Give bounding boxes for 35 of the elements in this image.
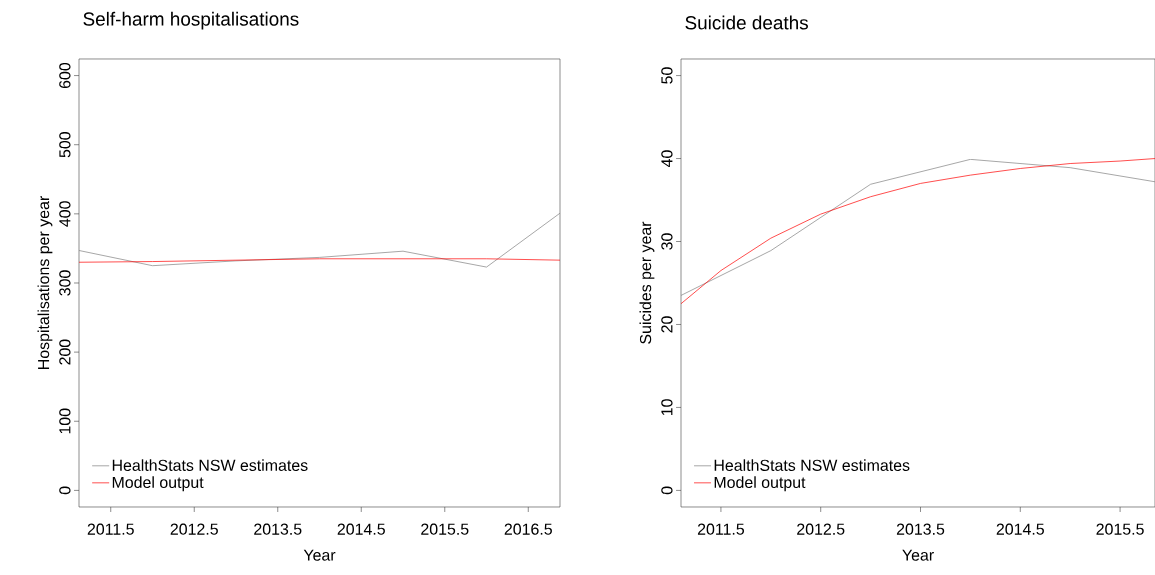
x-tick-label: 2014.5 — [337, 523, 385, 535]
y-tick-label: 500 — [59, 132, 71, 158]
x-tick-label: 2011.5 — [87, 523, 134, 535]
y-tick-label: 40 — [661, 150, 673, 168]
x-tick-label: 2011.5 — [697, 523, 745, 535]
line-series — [79, 212, 561, 268]
y-tick-label: 50 — [661, 67, 673, 84]
x-tick-label: 2012.5 — [797, 523, 845, 535]
y-tick-label: 100 — [59, 408, 71, 434]
y-tick-label: 30 — [661, 233, 673, 250]
y-axis-title: Suicides per year — [639, 221, 655, 344]
y-tick-label: 200 — [59, 339, 71, 365]
x-tick-label: 2014.5 — [996, 523, 1044, 535]
legend-label: Model output — [112, 476, 204, 492]
x-axis-title: Year — [902, 549, 934, 561]
y-tick-label: 0 — [661, 486, 673, 495]
x-tick-label: 2012.5 — [170, 523, 218, 535]
x-tick-label: 2015.5 — [1096, 523, 1144, 535]
y-tick-label: 10 — [661, 399, 673, 416]
x-axis-title: Year — [303, 549, 336, 561]
chart-title: Self-harm hospitalisations — [83, 11, 299, 30]
y-tick-label: 0 — [59, 486, 71, 495]
x-tick-label: 2016.5 — [504, 523, 552, 535]
y-tick-label: 600 — [59, 62, 71, 89]
x-tick-label: 2013.5 — [896, 523, 945, 535]
x-tick-label: 2013.5 — [254, 523, 302, 535]
chart-title: Suicide deaths — [685, 15, 808, 30]
legend-label: HealthStats NSW estimates — [714, 459, 910, 471]
y-tick-label: 300 — [59, 270, 71, 296]
legend-label: Model output — [714, 476, 806, 492]
legend-label: HealthStats NSW estimates — [112, 459, 308, 471]
y-tick-label: 20 — [661, 316, 673, 333]
x-tick-label: 2015.5 — [421, 523, 469, 535]
y-axis-title: Hospitalisations per year — [37, 196, 53, 369]
y-tick-label: 400 — [59, 201, 71, 227]
